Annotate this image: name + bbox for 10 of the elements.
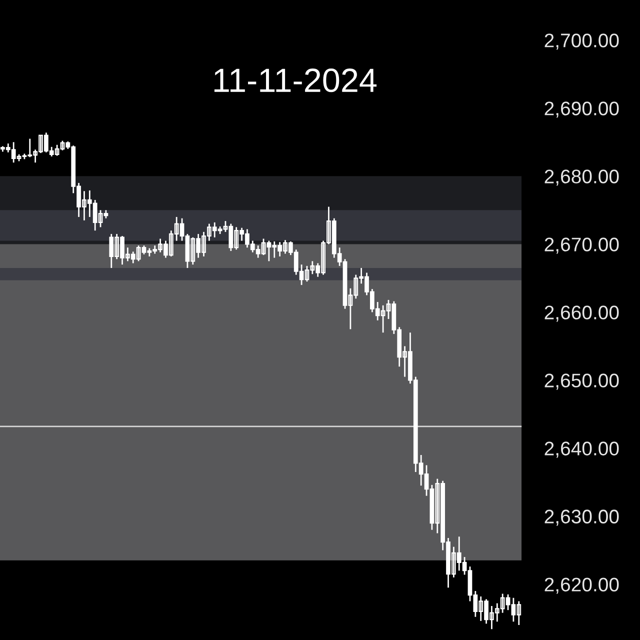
y-tick-label: 2,650.00 [544, 374, 619, 390]
y-tick-label: 2,690.00 [544, 102, 619, 118]
y-tick-label: 2,700.00 [544, 34, 619, 50]
text: 11-11-2024 [214, 68, 377, 92]
y-tick-label: 2,620.00 [544, 578, 619, 594]
y-tick-label: 2,660.00 [544, 306, 619, 322]
y-tick-label: 2,670.00 [544, 238, 619, 254]
y-tick-label: 2,640.00 [544, 442, 619, 458]
y-tick-label: 2,680.00 [544, 170, 619, 186]
y-tick-label: 2,630.00 [544, 510, 619, 526]
